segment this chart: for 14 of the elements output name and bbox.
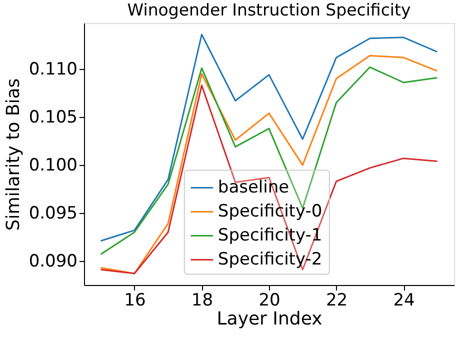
x-tick-label: 24	[393, 290, 415, 310]
x-tick-label: 18	[191, 290, 214, 310]
y-tick-label: 0.105	[28, 108, 78, 128]
y-tick-label: 0.095	[28, 204, 78, 224]
y-tick-label: 0.100	[28, 156, 78, 176]
y-tick-label: 0.090	[28, 252, 78, 272]
line-series	[100, 34, 438, 242]
chart-title: Winogender Instruction Specificity	[127, 0, 411, 20]
x-tick-label: 16	[124, 290, 146, 310]
y-tick-label: 0.110	[28, 60, 78, 80]
x-axis-title: Layer Index	[216, 308, 323, 330]
y-axis-title: Similarity to Bias	[2, 78, 24, 231]
x-tick-label: 20	[258, 290, 280, 310]
x-tick-label: 22	[326, 290, 348, 310]
